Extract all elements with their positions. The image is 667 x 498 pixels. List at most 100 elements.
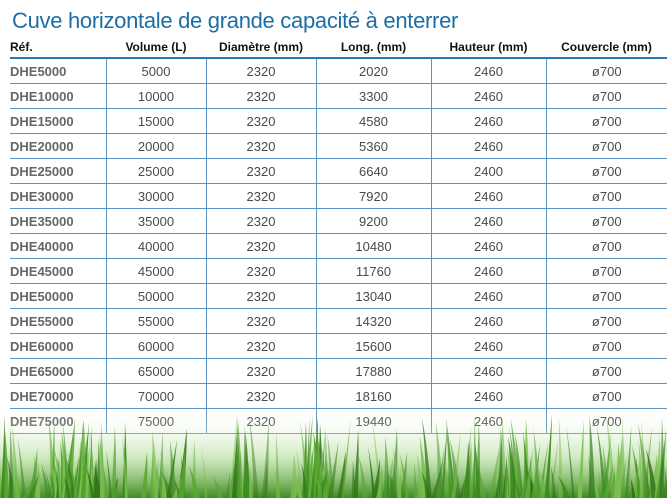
value-cell: 2320 xyxy=(205,333,316,359)
table-row: DHE35000 35000 2320 9200 2460 ø700 xyxy=(10,208,667,234)
value-cell: 2320 xyxy=(205,158,316,184)
table-header-row: Réf. Volume (L) Diamètre (mm) Long. (mm)… xyxy=(10,38,667,59)
column-header: Hauteur (mm) xyxy=(431,38,546,59)
value-cell: 9200 xyxy=(315,208,431,234)
value-cell: 2460 xyxy=(430,208,546,234)
value-cell: 10480 xyxy=(315,233,431,259)
table-row: DHE15000 15000 2320 4580 2460 ø700 xyxy=(10,108,667,134)
value-cell: 3300 xyxy=(315,83,431,109)
value-cell: ø700 xyxy=(545,258,667,284)
table-row: DHE75000 75000 2320 19440 2460 ø700 xyxy=(10,408,667,434)
value-cell: 50000 xyxy=(105,283,206,309)
table-row: DHE45000 45000 2320 11760 2460 ø700 xyxy=(10,258,667,284)
value-cell: 4580 xyxy=(315,108,431,134)
value-cell: 6640 xyxy=(315,158,431,184)
value-cell: ø700 xyxy=(545,283,667,309)
value-cell: 2460 xyxy=(430,333,546,359)
reference-cell: DHE40000 xyxy=(10,233,106,259)
reference-cell: DHE45000 xyxy=(10,258,106,284)
value-cell: 40000 xyxy=(105,233,206,259)
value-cell: 17880 xyxy=(315,358,431,384)
value-cell: ø700 xyxy=(545,183,667,209)
value-cell: 60000 xyxy=(105,333,206,359)
reference-cell: DHE60000 xyxy=(10,333,106,359)
value-cell: 25000 xyxy=(105,158,206,184)
table-row: DHE60000 60000 2320 15600 2460 ø700 xyxy=(10,333,667,359)
value-cell: 2460 xyxy=(430,383,546,409)
table-row: DHE50000 50000 2320 13040 2460 ø700 xyxy=(10,283,667,309)
table-body: DHE5000 5000 2320 2020 2460 ø700 DHE10000 10000… xyxy=(10,58,667,434)
value-cell: 35000 xyxy=(105,208,206,234)
table-row: DHE30000 30000 2320 7920 2460 ø700 xyxy=(10,183,667,209)
value-cell: 2020 xyxy=(315,58,431,84)
value-cell: 2320 xyxy=(205,233,316,259)
table-row: DHE20000 20000 2320 5360 2460 ø700 xyxy=(10,133,667,159)
value-cell: 2460 xyxy=(430,233,546,259)
value-cell: 2320 xyxy=(205,258,316,284)
reference-cell: DHE20000 xyxy=(10,133,106,159)
reference-cell: DHE70000 xyxy=(10,383,106,409)
value-cell: 2320 xyxy=(205,408,316,434)
reference-cell: DHE75000 xyxy=(10,408,106,434)
value-cell: 18160 xyxy=(315,383,431,409)
table-row: DHE65000 65000 2320 17880 2460 ø700 xyxy=(10,358,667,384)
value-cell: 7920 xyxy=(315,183,431,209)
reference-cell: DHE5000 xyxy=(10,58,106,84)
value-cell: ø700 xyxy=(545,108,667,134)
value-cell: 15600 xyxy=(315,333,431,359)
value-cell: 2460 xyxy=(430,58,546,84)
value-cell: ø700 xyxy=(545,58,667,84)
value-cell: 2320 xyxy=(205,308,316,334)
value-cell: 2460 xyxy=(430,183,546,209)
value-cell: 2320 xyxy=(205,283,316,309)
reference-cell: DHE55000 xyxy=(10,308,106,334)
reference-cell: DHE10000 xyxy=(10,83,106,109)
value-cell: 15000 xyxy=(105,108,206,134)
reference-cell: DHE35000 xyxy=(10,208,106,234)
value-cell: 14320 xyxy=(315,308,431,334)
value-cell: 30000 xyxy=(105,183,206,209)
table-row: DHE5000 5000 2320 2020 2460 ø700 xyxy=(10,58,667,84)
value-cell: 20000 xyxy=(105,133,206,159)
value-cell: 70000 xyxy=(105,383,206,409)
value-cell: 55000 xyxy=(105,308,206,334)
value-cell: 2460 xyxy=(430,258,546,284)
value-cell: 2460 xyxy=(430,358,546,384)
table-row: DHE25000 25000 2320 6640 2400 ø700 xyxy=(10,158,667,184)
reference-cell: DHE25000 xyxy=(10,158,106,184)
value-cell: 13040 xyxy=(315,283,431,309)
table-row: DHE55000 55000 2320 14320 2460 ø700 xyxy=(10,308,667,334)
value-cell: 2320 xyxy=(205,108,316,134)
value-cell: 2460 xyxy=(430,283,546,309)
value-cell: 2400 xyxy=(430,158,546,184)
value-cell: 2320 xyxy=(205,383,316,409)
reference-cell: DHE15000 xyxy=(10,108,106,134)
value-cell: ø700 xyxy=(545,358,667,384)
value-cell: 45000 xyxy=(105,258,206,284)
value-cell: 11760 xyxy=(315,258,431,284)
specs-table: Réf. Volume (L) Diamètre (mm) Long. (mm)… xyxy=(10,38,667,434)
reference-cell: DHE50000 xyxy=(10,283,106,309)
value-cell: 10000 xyxy=(105,83,206,109)
value-cell: 2460 xyxy=(430,133,546,159)
value-cell: 5360 xyxy=(315,133,431,159)
value-cell: 2320 xyxy=(205,133,316,159)
value-cell: 75000 xyxy=(105,408,206,434)
column-header: Volume (L) xyxy=(106,38,206,59)
value-cell: 2320 xyxy=(205,208,316,234)
value-cell: ø700 xyxy=(545,83,667,109)
value-cell: 2460 xyxy=(430,108,546,134)
column-header: Couvercle (mm) xyxy=(546,38,667,59)
table-row: DHE10000 10000 2320 3300 2460 ø700 xyxy=(10,83,667,109)
value-cell: ø700 xyxy=(545,208,667,234)
column-header: Diamètre (mm) xyxy=(206,38,316,59)
value-cell: ø700 xyxy=(545,383,667,409)
value-cell: ø700 xyxy=(545,233,667,259)
value-cell: 2460 xyxy=(430,408,546,434)
value-cell: 2320 xyxy=(205,83,316,109)
value-cell: 2320 xyxy=(205,58,316,84)
value-cell: 2320 xyxy=(205,358,316,384)
value-cell: ø700 xyxy=(545,133,667,159)
reference-cell: DHE30000 xyxy=(10,183,106,209)
value-cell: 65000 xyxy=(105,358,206,384)
